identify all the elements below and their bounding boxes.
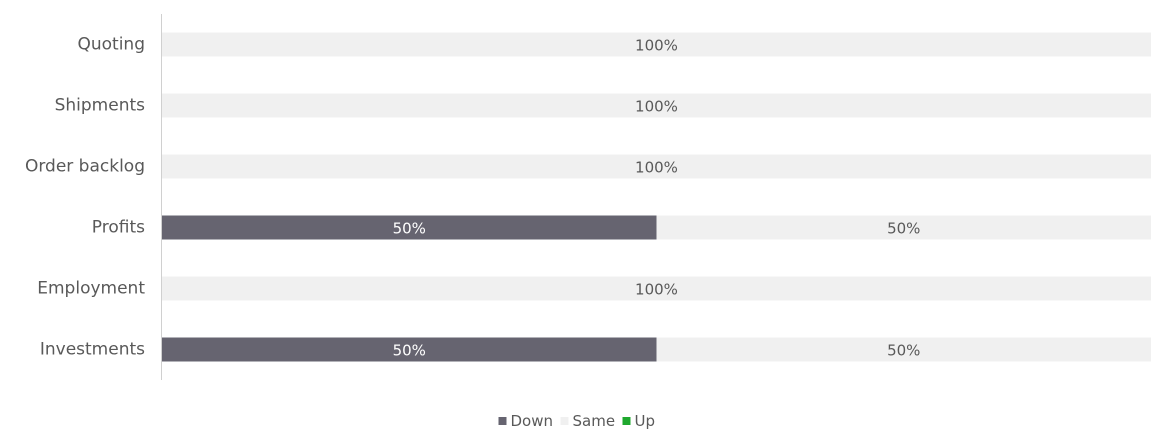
data-label-same-order-backlog: 100% — [635, 159, 678, 177]
bar-down-investments — [162, 337, 657, 362]
legend-swatch-same — [560, 417, 569, 425]
legend-swatch-down — [498, 417, 507, 425]
legend: Down Same Up — [498, 412, 656, 430]
category-label-shipments: Shipments — [55, 96, 146, 116]
legend-label-down: Down — [511, 412, 554, 430]
bar-same-order-backlog — [162, 154, 1151, 179]
category-label-quoting: Quoting — [77, 35, 145, 55]
plot-area: 100% 100% 100% 50% 50% 100% 50% 50% — [162, 32, 1151, 362]
bar-same-shipments — [162, 93, 1151, 118]
data-label-down-profits: 50% — [393, 220, 426, 238]
bar-down-profits — [162, 215, 657, 240]
bar-same-employment — [162, 276, 1151, 301]
category-label-investments: Investments — [40, 340, 145, 360]
legend-label-up: Up — [635, 412, 656, 430]
data-label-same-shipments: 100% — [635, 98, 678, 116]
data-label-down-investments: 50% — [393, 342, 426, 360]
data-label-same-employment: 100% — [635, 281, 678, 299]
data-label-same-investments: 50% — [887, 342, 920, 360]
category-label-employment: Employment — [37, 279, 145, 299]
bar-same-investments — [656, 337, 1151, 362]
category-label-order-backlog: Order backlog — [25, 157, 145, 177]
bar-same-profits — [656, 215, 1151, 240]
category-label-profits: Profits — [92, 218, 145, 238]
bar-same-quoting — [162, 32, 1151, 57]
category-labels: Quoting Shipments Order backlog Profits Empl… — [25, 35, 145, 360]
data-label-same-profits: 50% — [887, 220, 920, 238]
data-label-same-quoting: 100% — [635, 37, 678, 55]
legend-swatch-up — [622, 417, 631, 425]
legend-label-same: Same — [573, 412, 616, 430]
